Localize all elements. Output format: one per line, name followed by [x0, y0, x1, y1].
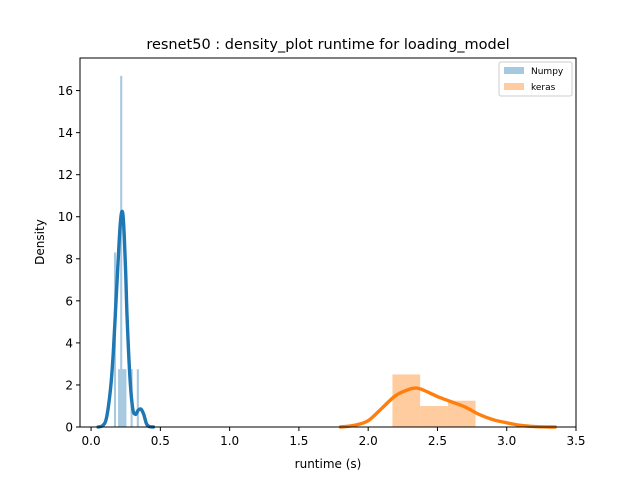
- x-tick-label: 0.0: [82, 434, 101, 448]
- y-axis-label: Density: [33, 219, 47, 265]
- y-tick-label: 16: [58, 84, 73, 98]
- kde-line-numpy: [96, 209, 156, 429]
- y-tick-label: 0: [65, 421, 73, 435]
- hist-bar-numpy-2: [118, 369, 121, 427]
- x-tick-label: 2.5: [428, 434, 447, 448]
- axis-ticks: 0.0 0.5 1.0 1.5 2.0 2.5 3.0 3.5 0 2 4 6 8 10 12 14 16: [58, 84, 586, 448]
- x-tick-label: 3.5: [566, 434, 585, 448]
- legend-label-numpy: Numpy: [531, 67, 564, 77]
- y-tick-label: 10: [58, 210, 73, 224]
- legend-swatch-numpy: [504, 67, 524, 74]
- legend: Numpy keras: [498, 61, 573, 97]
- legend-box: [498, 61, 573, 97]
- y-tick-label: 14: [58, 126, 73, 140]
- x-tick-label: 1.5: [289, 434, 308, 448]
- hist-bar-numpy-11: [136, 369, 139, 427]
- x-axis-label: runtime (s): [295, 457, 362, 471]
- hist-bar-keras-1: [420, 405, 448, 427]
- x-tick-label: 1.0: [220, 434, 239, 448]
- y-tick-label: 4: [65, 336, 73, 350]
- x-tick-label: 3.0: [497, 434, 516, 448]
- axes-frame: [79, 57, 577, 428]
- legend-label-keras: keras: [531, 83, 556, 93]
- plot-area: [96, 75, 557, 429]
- x-tick-label: 2.0: [359, 434, 378, 448]
- y-tick-label: 6: [65, 294, 73, 308]
- x-tick-label: 0.5: [151, 434, 170, 448]
- chart-title: resnet50 : density_plot runtime for load…: [146, 37, 509, 53]
- kde-line-keras: [338, 386, 557, 429]
- hist-bar-numpy-5: [124, 369, 127, 427]
- y-tick-label: 8: [65, 252, 73, 266]
- hist-bar-numpy-4: [122, 369, 125, 427]
- y-tick-label: 2: [65, 378, 73, 392]
- legend-swatch-keras: [504, 83, 524, 90]
- y-tick-label: 12: [58, 168, 73, 182]
- hist-bar-numpy-3: [120, 75, 123, 427]
- hist-bar-keras-0: [392, 374, 421, 427]
